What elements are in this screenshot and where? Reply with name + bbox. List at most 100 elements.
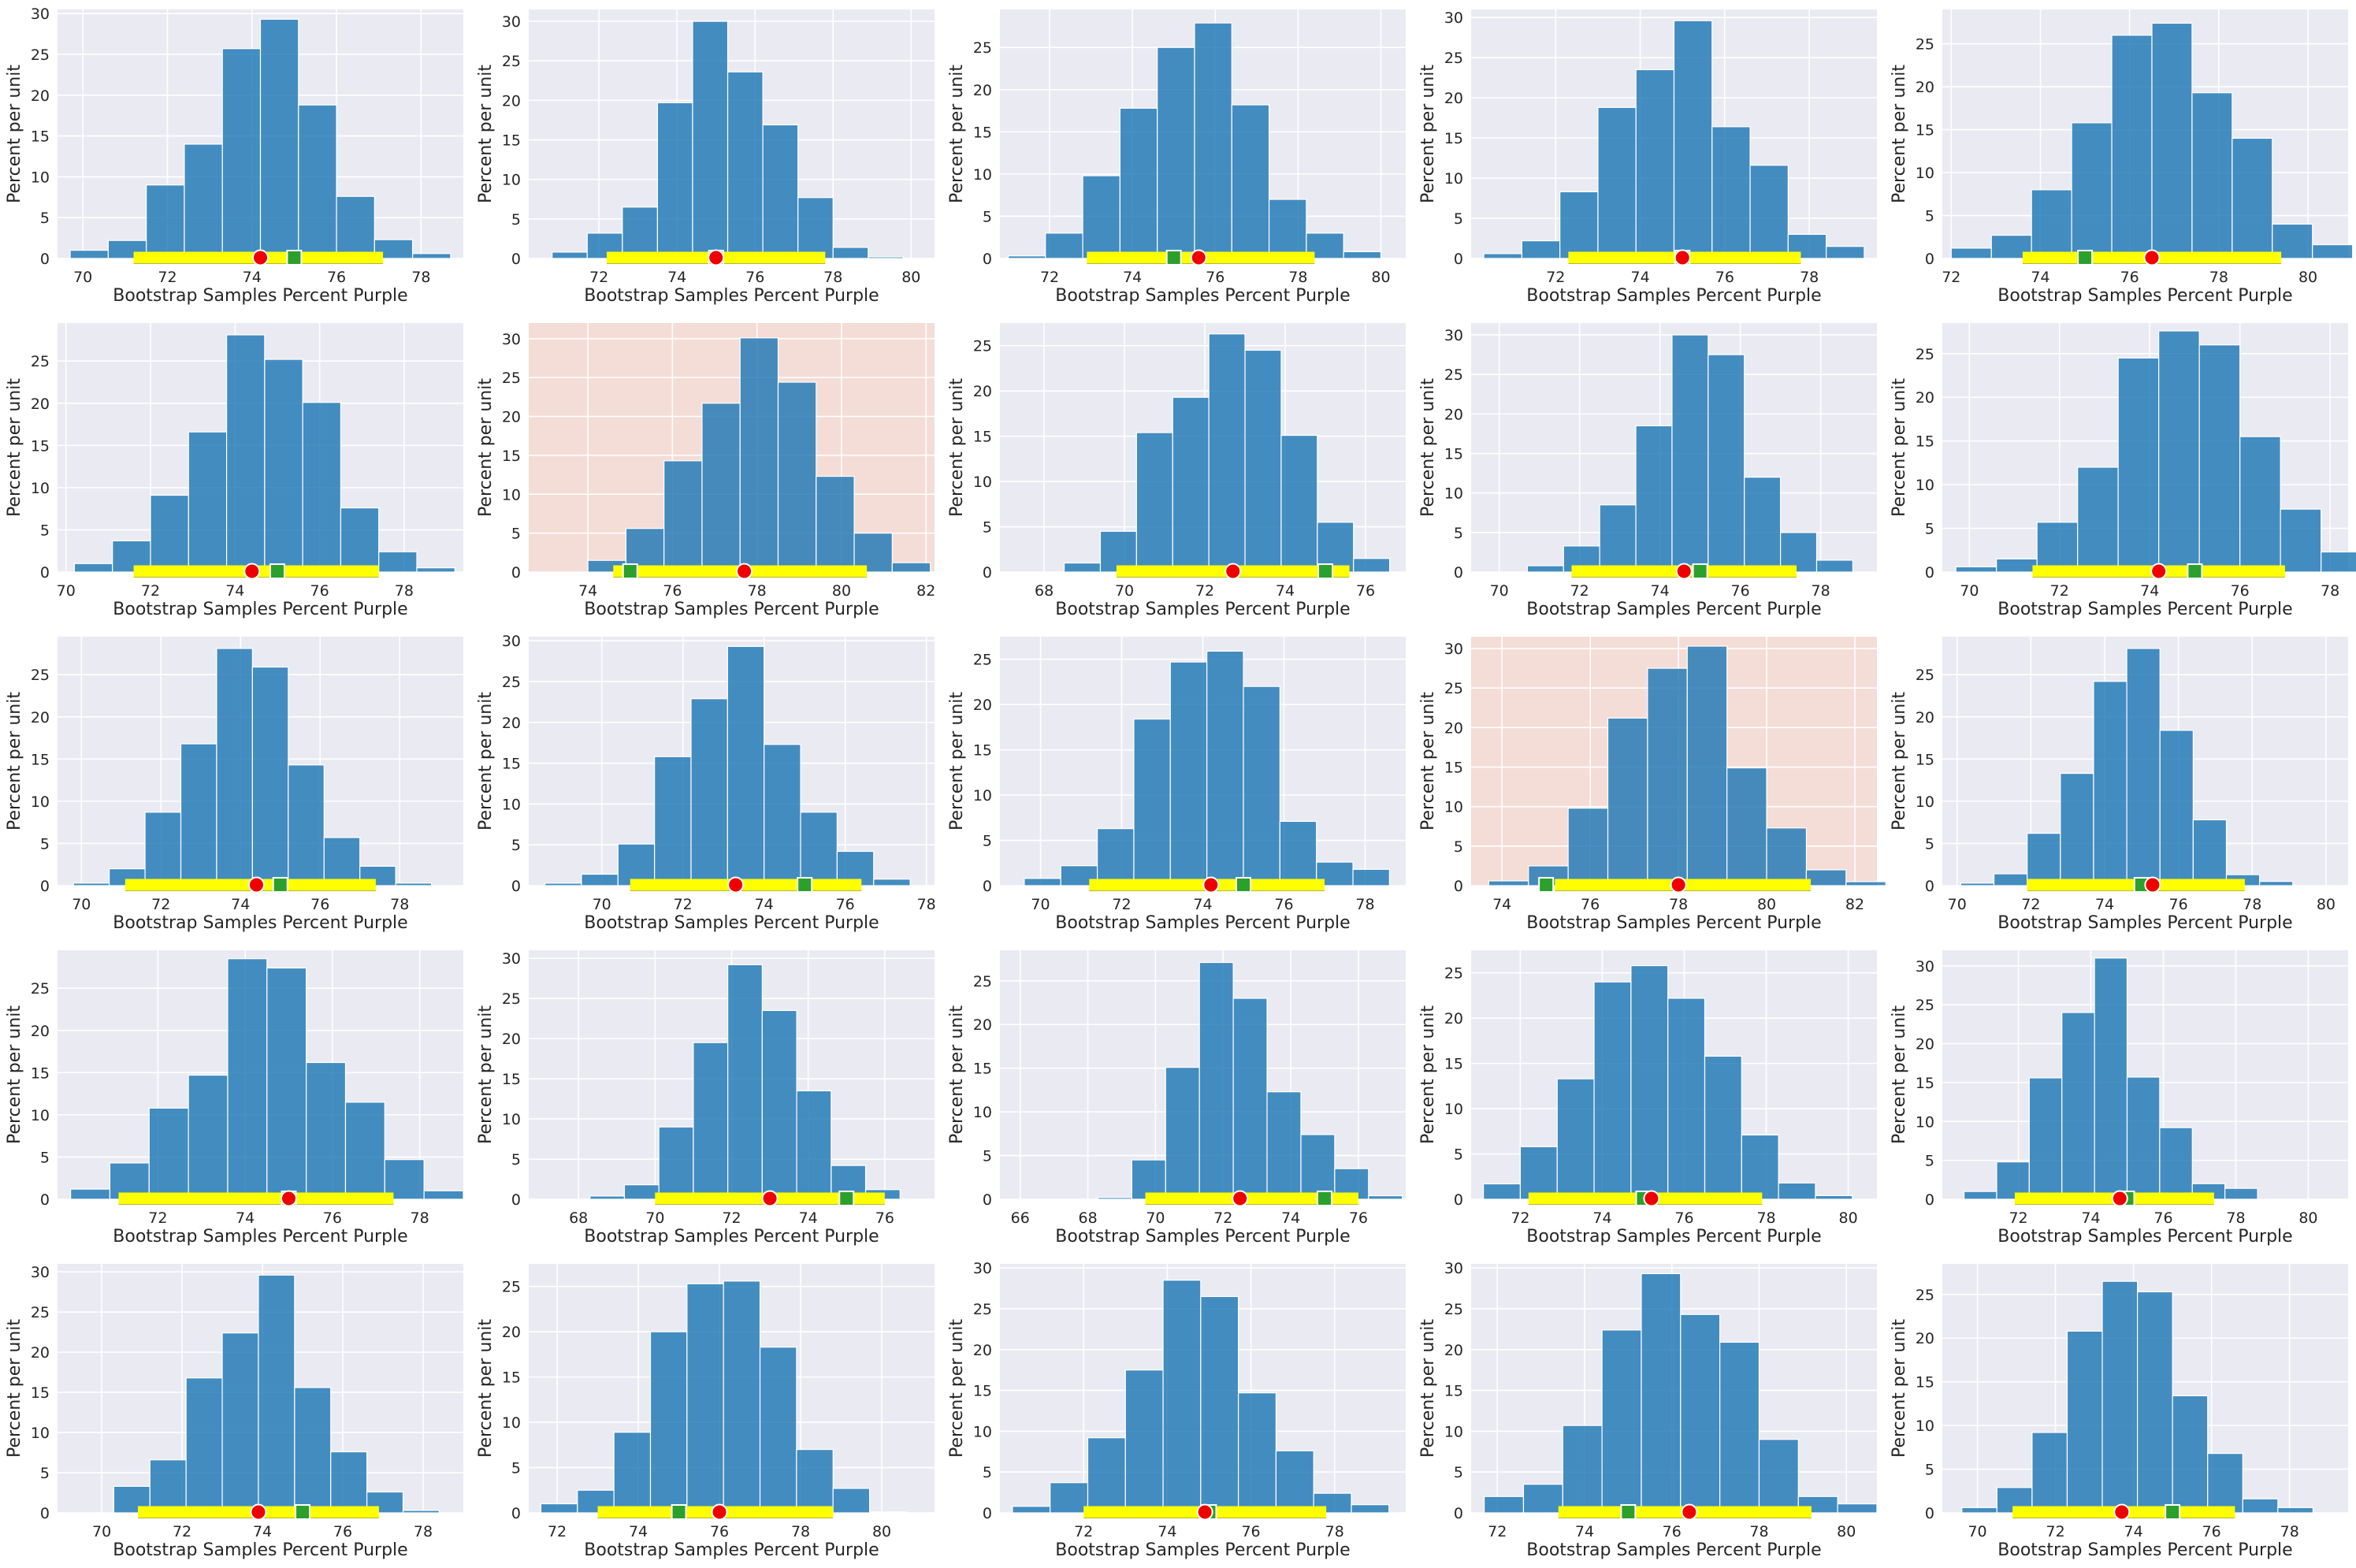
histogram-bar bbox=[1704, 1055, 1742, 1200]
y-tick-label: 20 bbox=[31, 1023, 50, 1040]
y-tick-label: 10 bbox=[31, 480, 50, 497]
x-tick-label: 70 bbox=[92, 1523, 111, 1540]
x-tick-label: 74 bbox=[667, 269, 686, 286]
histogram-bar bbox=[701, 403, 741, 573]
x-axis-label: Bootstrap Samples Percent Purple bbox=[584, 600, 879, 619]
histogram-bar bbox=[1562, 1425, 1603, 1514]
y-tick-label: 30 bbox=[502, 331, 521, 348]
x-tick-label: 72 bbox=[1511, 1209, 1529, 1227]
green-square-marker bbox=[1317, 563, 1334, 579]
histogram-bar bbox=[686, 1283, 724, 1514]
histogram-bar bbox=[2111, 35, 2153, 259]
x-tick-label: 70 bbox=[1968, 1523, 1986, 1540]
histogram-bar bbox=[761, 1009, 797, 1200]
y-tick-label: 20 bbox=[1916, 709, 1934, 726]
y-tick-label: 25 bbox=[1916, 346, 1934, 363]
histogram-bar bbox=[1686, 645, 1728, 886]
histogram-bar bbox=[2031, 189, 2072, 259]
histogram-bar bbox=[258, 1274, 295, 1514]
green-square-marker bbox=[1538, 877, 1555, 893]
green-square-marker bbox=[622, 563, 638, 579]
histogram-panel: 70 72 74 76 78 0 5 10 15 20 25 Bootstrap Samples Pe… bbox=[1890, 323, 2356, 619]
y-tick-label: 25 bbox=[31, 980, 50, 998]
histogram-panel: 72 74 76 78 80 0 5 10 15 20 25 30 Bootstrap Samples … bbox=[476, 9, 935, 306]
histogram-bar bbox=[1483, 253, 1522, 259]
y-tick-label: 25 bbox=[31, 46, 50, 64]
x-tick-label: 76 bbox=[1206, 269, 1224, 286]
y-tick-label: 15 bbox=[973, 1061, 992, 1078]
histogram-bar bbox=[1749, 165, 1789, 259]
histogram-bar bbox=[1268, 199, 1307, 259]
y-tick-label: 0 bbox=[1925, 1505, 1934, 1522]
x-tick-label: 70 bbox=[1031, 896, 1050, 913]
histogram-bar bbox=[1667, 998, 1706, 1200]
y-tick-label: 5 bbox=[40, 1465, 50, 1482]
histogram-bar bbox=[288, 764, 325, 886]
histogram-bar bbox=[1351, 1504, 1390, 1514]
histogram-bar bbox=[225, 334, 266, 573]
y-tick-label: 5 bbox=[1454, 210, 1463, 228]
y-tick-label: 20 bbox=[1444, 1010, 1463, 1027]
y-tick-label: 0 bbox=[511, 878, 521, 895]
x-tick-label: 78 bbox=[917, 896, 936, 913]
histogram-bar bbox=[2093, 681, 2127, 886]
histogram-bar bbox=[2066, 1330, 2103, 1514]
y-tick-label: 25 bbox=[31, 667, 50, 684]
histogram-bar bbox=[873, 879, 911, 886]
y-tick-label: 30 bbox=[31, 1264, 50, 1281]
y-tick-label: 10 bbox=[502, 796, 521, 813]
histogram-panel: 68 70 72 74 76 0 5 10 15 20 25 Bootstrap Samples Pe… bbox=[947, 323, 1406, 619]
x-tick-label: 82 bbox=[916, 582, 935, 600]
red-circle-marker bbox=[2143, 249, 2161, 266]
y-tick-label: 10 bbox=[502, 172, 521, 189]
histogram-bar bbox=[1172, 396, 1210, 573]
y-tick-label: 20 bbox=[1444, 90, 1463, 107]
x-tick-label: 72 bbox=[1570, 582, 1589, 600]
x-tick-label: 76 bbox=[2169, 896, 2188, 913]
x-tick-label: 74 bbox=[755, 896, 774, 913]
y-axis-label: Percent per unit bbox=[1890, 378, 1909, 517]
y-tick-label: 20 bbox=[1916, 1330, 1934, 1347]
green-square-marker bbox=[295, 1504, 311, 1520]
y-tick-label: 5 bbox=[511, 837, 521, 854]
histogram-bar bbox=[1708, 354, 1745, 573]
histogram-bar bbox=[1045, 232, 1083, 259]
y-tick-label: 15 bbox=[502, 1071, 521, 1088]
x-tick-label: 72 bbox=[589, 269, 608, 286]
histogram-bar bbox=[2077, 466, 2119, 573]
y-tick-label: 20 bbox=[1444, 1342, 1463, 1359]
histogram-bar bbox=[693, 1042, 729, 1200]
x-tick-label: 72 bbox=[2021, 896, 2040, 913]
green-square-marker bbox=[797, 877, 813, 893]
x-tick-label: 72 bbox=[1213, 1209, 1232, 1227]
x-tick-label: 78 bbox=[414, 1523, 433, 1540]
histogram-bar bbox=[294, 1387, 332, 1514]
histogram-bar bbox=[816, 475, 855, 573]
histogram-bar bbox=[1169, 661, 1208, 886]
histogram-bar bbox=[1280, 434, 1318, 573]
histogram-bar bbox=[1275, 1450, 1314, 1514]
y-tick-label: 5 bbox=[1454, 525, 1463, 542]
green-square-marker bbox=[671, 1504, 687, 1520]
x-tick-label: 68 bbox=[1078, 1209, 1097, 1227]
x-tick-label: 74 bbox=[799, 1209, 818, 1227]
y-tick-label: 15 bbox=[502, 1369, 521, 1387]
x-tick-label: 78 bbox=[2321, 582, 2339, 600]
histogram-bar bbox=[336, 195, 375, 259]
histogram-bar bbox=[2224, 1187, 2258, 1200]
histogram-bar bbox=[70, 1188, 111, 1200]
histogram-bar bbox=[384, 1159, 425, 1200]
y-axis-label: Percent per unit bbox=[1418, 378, 1438, 517]
y-tick-label: 15 bbox=[1444, 760, 1463, 777]
x-tick-label: 74 bbox=[629, 1523, 648, 1540]
histogram-bar bbox=[2126, 1076, 2161, 1200]
histogram-bar bbox=[1162, 1280, 1202, 1514]
x-tick-label: 76 bbox=[1581, 896, 1600, 913]
histogram-bar bbox=[832, 1488, 871, 1514]
x-tick-label: 78 bbox=[823, 269, 842, 286]
red-circle-marker bbox=[1675, 563, 1693, 580]
histogram-bar bbox=[2259, 881, 2294, 886]
histogram-bar bbox=[2172, 1395, 2209, 1514]
y-tick-label: 20 bbox=[502, 1324, 521, 1341]
histogram-bar bbox=[1593, 981, 1632, 1200]
